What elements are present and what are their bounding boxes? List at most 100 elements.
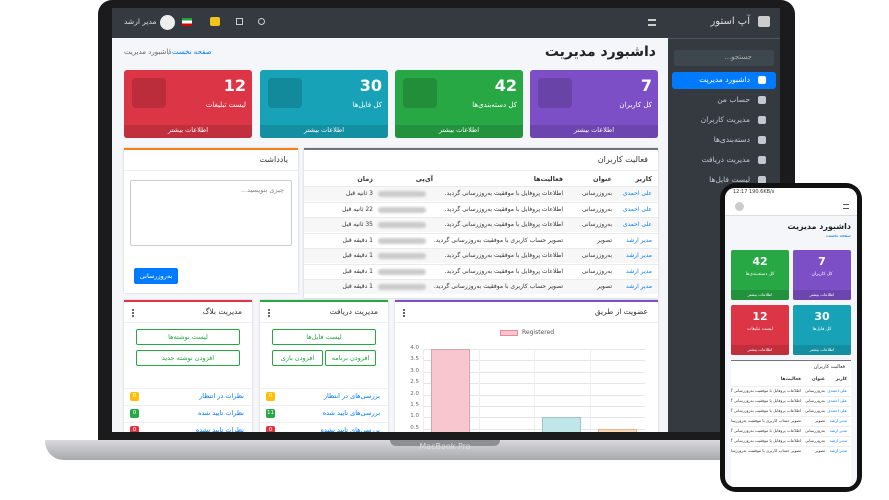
stat-card [260,70,388,138]
item-line [124,388,252,389]
stat-icon [268,78,302,108]
menu-item[interactable]: حساب من [717,95,750,104]
cell-title: به‌روزرسانی [581,252,612,259]
phone-breadcrumb[interactable]: صفحه نخست [825,234,851,239]
phone-cell-user[interactable]: علی احمدی [827,398,847,403]
phone-cell-user[interactable]: علی احمدی [827,408,847,413]
phone-cell-user[interactable]: مدیر ارشد [829,438,847,443]
column-header: عنوان [593,175,612,183]
cell-time: 1 دقیقه قبل [342,283,373,290]
textarea-placeholder[interactable]: چیزی بنویسید... [240,186,284,194]
row-line [304,232,658,234]
phone-cell-text: اطلاعات پروفایل با موفقیت به‌روزرسانی گر… [731,388,801,393]
phone-card-label: کل فایل‌ها [812,327,832,332]
fullscreen-icon [236,18,243,25]
action-button[interactable]: افزودن بازی [272,350,323,366]
phone-card-footer[interactable]: اطلاعات بیشتر [793,290,851,300]
stat-more[interactable]: اطلاعات بیشتر [438,126,480,134]
item-line [260,422,388,423]
bar [542,417,582,432]
item-label[interactable]: بررسی‌های تایید شده [322,409,380,417]
cell-title: به‌روزرسانی [581,221,612,228]
menu-item[interactable]: دسته‌بندی‌ها [713,135,750,144]
stat-more[interactable]: اطلاعات بیشتر [303,126,345,134]
phone-card [793,305,851,355]
item-label[interactable]: نظرات تایید شده [197,409,244,417]
cell-user[interactable]: علی احمدی [622,221,652,228]
search-box [674,50,774,66]
stat-more[interactable]: اطلاعات بیشتر [167,126,209,134]
cell-title: به‌روزرسانی [581,267,612,275]
panel-divider [124,322,252,323]
menu-toggle [648,19,656,26]
avatar [160,15,175,30]
menu-item[interactable]: لیست فایل‌ها [709,175,750,184]
action-button[interactable]: افزودن برنامه [325,350,376,366]
item-badge: 0 [130,426,139,432]
phone-cell-user[interactable]: مدیر ارشد [829,448,847,453]
action-button[interactable]: افزودن نوشته جدید [136,350,240,366]
user-name[interactable]: مدیر ارشد [124,17,157,26]
menu-item[interactable]: مدیریت کاربران [700,115,750,124]
row-stripe [304,249,658,263]
cell-user[interactable]: علی احمدی [622,205,652,213]
search-icon [258,18,265,25]
menu-item[interactable]: داشبورد مدیریت [699,75,750,84]
cell-text: تصویر حساب کاربری با موفقیت به‌روزرسانی … [433,236,563,244]
item-badge: 0 [130,392,139,401]
item-line [124,405,252,406]
cell-text: اطلاعات پروفایل با موفقیت به‌روزرسانی گر… [444,221,563,228]
cell-title: به‌روزرسانی [581,205,612,213]
cell-user[interactable]: مدیر ارشد [626,267,652,275]
phone-card-label: لیست تبلیغات [747,327,773,332]
cell-text: تصویر حساب کاربری با موفقیت به‌روزرسانی … [433,283,563,290]
page-title: داشبورد مدیریت [544,44,656,60]
row-line [304,263,658,265]
action-button[interactable]: لیست فایل‌ها [272,329,376,345]
phone-card-footer[interactable]: اطلاعات بیشتر [793,345,851,355]
status-bar [725,188,857,198]
laptop-label: MacBook Pro [419,442,471,451]
stat-icon [538,78,572,108]
cell-time: 35 ثانیه قبل [342,221,373,228]
cell-title: به‌روزرسانی [581,190,612,197]
phone-cell-user[interactable]: علی احمدی [827,388,847,393]
cell-user[interactable]: مدیر ارشد [626,236,652,244]
blog-panel: مدیریت بلاگ لیست نوشته‌ها افزودن نوشته جدی… [124,300,252,432]
cell-user[interactable]: علی احمدی [622,190,652,197]
cell-time: 1 دقیقه قبل [342,252,373,259]
item-label[interactable]: بررسی‌های در انتظار [323,392,380,400]
cell-text: اطلاعات پروفایل با موفقیت به‌روزرسانی گر… [444,205,563,213]
phone-cell-user[interactable]: مدیر ارشد [829,418,847,423]
item-label[interactable]: نظرات در انتظار [199,392,244,400]
cell-user[interactable]: مدیر ارشد [626,283,652,290]
stat-card [395,70,523,138]
action-button[interactable]: لیست نوشته‌ها [136,329,240,345]
search-input[interactable]: جستجو... [724,53,753,61]
phone-card-footer[interactable]: اطلاعات بیشتر [731,290,789,300]
phone-card-footer[interactable]: اطلاعات بیشتر [731,345,789,355]
column-header: کاربر [635,175,652,183]
stat-more[interactable]: اطلاعات بیشتر [573,126,615,134]
phone-column-header: فعالیت‌ها [780,377,801,382]
cell-text: اطلاعات پروفایل با موفقیت به‌روزرسانی گر… [444,190,563,197]
save-button[interactable]: به‌روزرسانی [134,268,178,284]
phone-row-line [731,426,851,427]
menu-item[interactable]: مدیریت دریافت [701,155,750,164]
stat-icon [132,78,166,108]
cell-ip-blurred [378,284,426,290]
item-badge: 0 [266,426,275,432]
bar [597,428,637,432]
screen: آپ استور جستجو... داشبورد مدیریت حساب من مدی… [112,8,780,432]
phone-card [793,250,851,300]
cell-ip-blurred [378,191,426,197]
item-label[interactable]: نظرات تایید نشده [195,426,244,432]
cell-user[interactable]: مدیر ارشد [626,252,652,259]
cell-ip-blurred [378,237,426,244]
y-tick-label: 0.5 [410,424,419,431]
phone-title: داشبورد مدیریت [787,222,851,231]
breadcrumb-home[interactable]: صفحه نخست [172,48,212,56]
phone-card [731,250,789,300]
phone-cell-user[interactable]: مدیر ارشد [829,428,847,433]
item-label[interactable]: بررسی‌های تایید نشده [320,426,380,432]
